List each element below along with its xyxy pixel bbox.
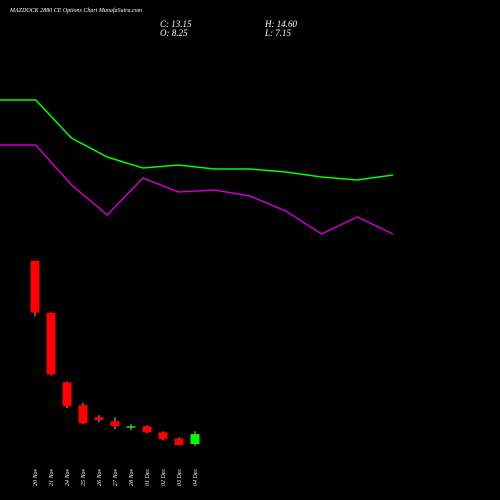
candle-body	[78, 405, 88, 424]
x-tick-label: 04 Dec	[192, 469, 199, 486]
x-tick-label: 28 Nov	[129, 468, 135, 486]
candle-body	[110, 421, 120, 427]
candle-body	[62, 382, 72, 407]
x-tick-label: 02 Dec	[161, 469, 167, 486]
high-label: H: 14.60	[264, 19, 297, 29]
low-label: L: 7.15	[264, 28, 292, 38]
x-tick-label: 21 Nov	[49, 468, 55, 486]
x-tick-label: 26 Nov	[97, 468, 103, 486]
x-tick-label: 01 Dec	[145, 469, 151, 486]
line-series	[0, 99, 394, 181]
x-tick-label: 24 Nov	[64, 468, 71, 486]
candle-body	[30, 260, 40, 313]
candle-body	[174, 438, 184, 445]
chart-title: MAZDOCK 2880 CE Options Chart MunafaSutr…	[9, 7, 143, 14]
candle-body	[126, 426, 136, 428]
x-tick-label: 03 Dec	[177, 469, 183, 486]
candle-body	[46, 312, 56, 375]
candle-body	[94, 417, 104, 421]
x-tick-label: 20 Nov	[33, 468, 39, 486]
candle-body	[142, 426, 152, 433]
line-series	[0, 144, 394, 235]
close-label: C: 13.15	[160, 19, 192, 29]
x-tick-label: 25 Nov	[81, 468, 87, 486]
open-label: O: 8.25	[160, 28, 188, 38]
x-tick-label: 27 Nov	[113, 468, 119, 486]
candle-body	[190, 434, 200, 445]
candle-body	[158, 432, 168, 440]
